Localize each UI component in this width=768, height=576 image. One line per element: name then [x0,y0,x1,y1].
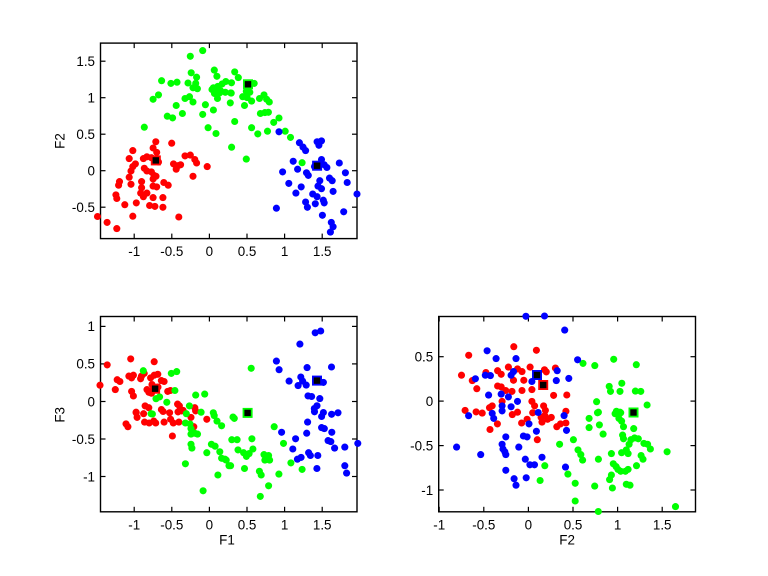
svg-text:-0.5: -0.5 [472,517,495,532]
svg-text:0.5: 0.5 [238,244,257,259]
svg-text:1: 1 [281,517,288,532]
svg-text:F1: F1 [219,533,235,548]
svg-text:1: 1 [88,319,95,334]
svg-text:0: 0 [88,394,95,409]
svg-text:0.5: 0.5 [415,350,434,365]
svg-text:-0.5: -0.5 [160,244,183,259]
svg-text:F2: F2 [559,533,575,548]
svg-text:0: 0 [206,517,213,532]
svg-text:1.5: 1.5 [76,54,95,69]
svg-text:-1: -1 [433,517,445,532]
svg-text:1.5: 1.5 [653,517,672,532]
svg-text:1: 1 [281,244,288,259]
svg-text:0.5: 0.5 [564,517,583,532]
svg-text:1: 1 [88,91,95,106]
svg-text:0.5: 0.5 [76,127,95,142]
svg-text:-0.5: -0.5 [72,200,95,215]
svg-text:1.5: 1.5 [313,244,332,259]
svg-text:0: 0 [525,517,532,532]
svg-text:-0.5: -0.5 [160,517,183,532]
svg-text:-1: -1 [128,517,140,532]
svg-text:0: 0 [88,164,95,179]
svg-text:0.5: 0.5 [238,517,257,532]
svg-text:1: 1 [614,517,621,532]
svg-text:1.5: 1.5 [313,517,332,532]
svg-text:-0.5: -0.5 [410,438,433,453]
svg-text:0: 0 [206,244,213,259]
svg-text:F3: F3 [53,407,68,423]
svg-text:0: 0 [426,394,433,409]
svg-text:0.5: 0.5 [76,357,95,372]
svg-text:-0.5: -0.5 [72,432,95,447]
svg-text:-1: -1 [83,469,95,484]
svg-text:-1: -1 [421,483,433,498]
svg-text:-1: -1 [128,244,140,259]
svg-text:F2: F2 [53,133,68,149]
